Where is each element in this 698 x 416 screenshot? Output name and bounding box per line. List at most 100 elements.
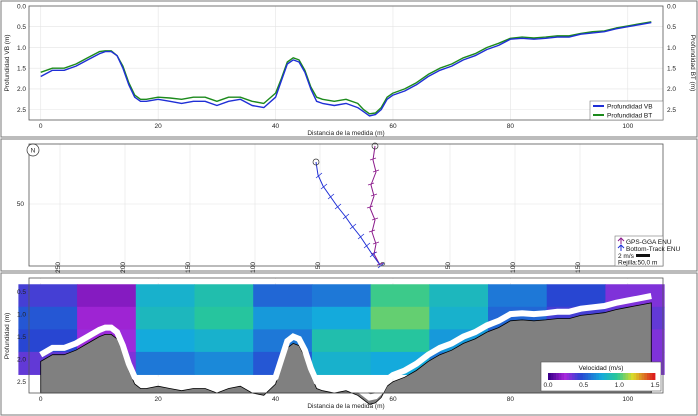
- contour-panel-frame: [0, 272, 698, 416]
- track-legend: GPS-GGA ENU Bottom-Track ENU 2 m/s Rejil…: [614, 235, 681, 267]
- depth-y-tick-left-3: 1.5: [17, 65, 26, 72]
- colorbar-step: [622, 373, 626, 380]
- heatmap-cell: [194, 329, 254, 353]
- colorbar-step: [553, 373, 557, 380]
- heatmap-cell: [18, 284, 78, 308]
- contour-x-tick-3: 60: [389, 396, 397, 403]
- colorbar-step: [564, 373, 568, 380]
- gps-track-start-marker: [371, 142, 379, 150]
- gps-track-tick-7: [368, 229, 376, 233]
- heatmap-cell: [370, 351, 430, 375]
- track-series-group: [312, 142, 385, 269]
- gps-track-line: [369, 145, 381, 266]
- heatmap-cell: [370, 306, 430, 330]
- depth-y-axis-title-right: Profundidad BT (m): [689, 35, 696, 92]
- colorbar-step: [644, 373, 648, 380]
- colorbar-step: [577, 373, 581, 380]
- depth-panel-frame: [0, 0, 698, 138]
- colorbar-step: [601, 373, 605, 380]
- gps-track-tick-6: [371, 217, 379, 221]
- colorbar-ramp: [548, 373, 656, 380]
- depth-y-tick-right-1: 0.5: [667, 24, 676, 31]
- heatmap-cell: [135, 306, 195, 330]
- bt-track-tick-8: [363, 242, 371, 249]
- contour-panel: 0 20 40 60 80 100 0.5 1.0 1.5 2.0 2.5 Distancia d…: [4, 277, 665, 410]
- colorbar-step: [630, 373, 634, 380]
- depth-x-tick-5: 100: [622, 123, 633, 130]
- depth-y-axis-title-left: Profundidad VB (m): [4, 34, 11, 91]
- bt-track-tick-6: [349, 223, 357, 230]
- gps-track-tick-3: [367, 182, 375, 186]
- depth-y-tick-right-2: 1.0: [667, 45, 676, 52]
- bt-track-tick-9: [369, 251, 377, 258]
- colorbar-step: [558, 373, 562, 380]
- colorbar-step: [574, 373, 578, 380]
- heatmap-cell: [77, 306, 137, 330]
- colorbar: Velocidad (m/s) 0.0 0.5 1.0 1.5: [540, 361, 662, 392]
- depth-x-tick-4: 80: [507, 123, 515, 130]
- heatmap-cell: [370, 329, 430, 353]
- colorbar-step: [550, 373, 554, 380]
- gps-track-tick-8: [372, 241, 380, 245]
- heatmap-cell: [311, 306, 372, 330]
- depth-y-tick-right-5: 2.5: [667, 107, 676, 114]
- bt-track-tick-4: [334, 203, 342, 210]
- contour-x-axis-title: Distancia de la medida (m): [307, 403, 384, 410]
- depth-plot-area: [28, 5, 664, 121]
- gps-track-tick-2: [372, 169, 380, 173]
- depth-y-tick-right-4: 2.0: [667, 86, 676, 93]
- compass-circle: [26, 143, 40, 157]
- legend-label-vb: Profundidad VB: [607, 104, 653, 111]
- track-x-tick-0: 250: [55, 262, 62, 273]
- colorbar-step: [646, 373, 651, 380]
- colorbar-ticks: 0.0 0.5 1.0 1.5: [543, 382, 659, 389]
- colorbar-step: [598, 373, 602, 380]
- depth-line-bt: [40, 21, 652, 115]
- colorbar-step: [606, 373, 610, 380]
- depth-y-tick-left-4: 2.0: [17, 86, 26, 93]
- colorbar-step: [638, 373, 643, 380]
- track-panel-frame: [0, 138, 698, 272]
- track-y-tick-50: 50: [17, 201, 25, 208]
- contour-x-ticks: 0 20 40 60 80 100: [39, 396, 634, 403]
- track-x-tick-4: 50: [315, 262, 322, 270]
- contour-y-tick-1: 1.0: [17, 311, 26, 318]
- compass-north-label: N: [31, 148, 36, 155]
- colorbar-step: [620, 373, 624, 380]
- track-x-tick-8: 150: [575, 262, 582, 273]
- depth-y-tick-left-2: 1.0: [17, 45, 26, 52]
- colorbar-title: Velocidad (m/s): [579, 365, 624, 372]
- gps-track-tick-5: [366, 205, 374, 209]
- colorbar-step: [593, 373, 597, 380]
- bt-track-tick-5: [342, 213, 350, 220]
- bt-track-tick-1: [315, 172, 323, 179]
- track-x-tick-3: 100: [250, 262, 257, 273]
- contour-y-tick-4: 2.5: [17, 379, 26, 386]
- colorbar-step: [561, 373, 565, 380]
- colorbar-step: [588, 373, 592, 380]
- depth-x-tick-2: 40: [272, 123, 280, 130]
- legend-label-bt-track: Bottom-Track ENU: [626, 246, 681, 253]
- heatmap-cell: [77, 284, 137, 308]
- near-bed-blank-band: [39, 293, 652, 401]
- colorbar-tick-0: 0.0: [543, 382, 552, 389]
- contour-bed-group: [30, 279, 662, 405]
- contour-x-tick-5: 100: [622, 396, 633, 403]
- colorbar-step: [569, 373, 573, 380]
- heatmap-cell: [135, 329, 195, 353]
- colorbar-step: [633, 373, 637, 380]
- track-x-tick-1: 200: [120, 262, 127, 273]
- depth-x-ticks: 0 20 40 60 80 100: [39, 123, 634, 130]
- heatmap-cell: [253, 284, 313, 308]
- bt-track-tick-3: [327, 193, 335, 200]
- depth-x-tick-1: 20: [155, 123, 163, 130]
- bt-track-start-marker: [312, 158, 320, 166]
- heatmap-cell: [429, 306, 489, 330]
- contour-x-tick-1: 20: [155, 396, 163, 403]
- contour-x-tick-2: 40: [272, 396, 280, 403]
- depth-y-tick-right-0: 0.0: [667, 3, 676, 10]
- depth-x-tick-0: 0: [39, 123, 43, 130]
- colorbar-step: [556, 373, 560, 380]
- depth-grid: [29, 5, 663, 120]
- colorbar-step: [596, 373, 600, 380]
